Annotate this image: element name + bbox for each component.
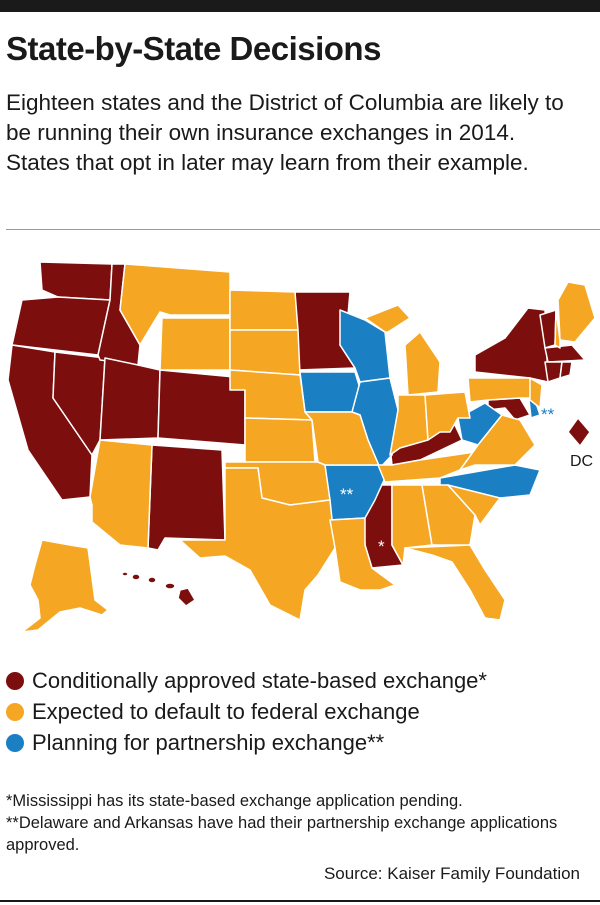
legend-item-federal: Expected to default to federal exchange [6, 696, 487, 727]
state-new-mexico [147, 444, 226, 551]
hawaii-island-niihau [121, 571, 129, 577]
state-pennsylvania [467, 377, 536, 403]
divider-rule [6, 229, 600, 230]
legend-label: Planning for partnership exchange** [32, 729, 385, 755]
state-texas [179, 467, 336, 621]
state-nevada [52, 351, 106, 456]
state-maine [557, 281, 596, 343]
headline: State-by-State Decisions [6, 30, 381, 67]
delaware-asterisk: ** [541, 405, 555, 424]
arkansas-asterisk: ** [340, 485, 354, 504]
mississippi-asterisk: * [378, 537, 385, 556]
state-oregon [11, 296, 111, 356]
state-south-carolina [447, 484, 501, 526]
legend-swatch-orange [6, 702, 24, 721]
footnote-mississippi: *Mississippi has its state-based exchang… [6, 792, 463, 810]
state-new-jersey [529, 377, 543, 409]
bottom-rule [0, 900, 600, 902]
hawaii-island-maui [164, 582, 176, 590]
state-north-dakota [229, 289, 299, 331]
state-michigan-lower [404, 331, 441, 396]
hawaii-island-kauai [131, 573, 141, 581]
us-map: * ** ** DC [7, 261, 596, 633]
state-ohio [424, 391, 471, 441]
state-montana [119, 263, 231, 346]
state-louisiana [329, 517, 396, 591]
state-michigan-upper [364, 304, 411, 333]
legend-label: Conditionally approved state-based excha… [32, 667, 487, 693]
state-alaska [21, 539, 109, 633]
state-new-hampshire [554, 309, 561, 349]
state-rhode-island [559, 361, 573, 379]
legend-swatch-red [6, 671, 24, 690]
state-wyoming [159, 317, 231, 371]
hawaii-island-oahu [147, 576, 157, 584]
dc-label: DC [570, 453, 593, 470]
legend: Conditionally approved state-based excha… [6, 665, 487, 758]
dek: Eighteen states and the District of Colu… [6, 90, 564, 175]
footnotes: *Mississippi has its state-based exchang… [6, 790, 594, 856]
footnote-partnership: **Delaware and Arkansas have had their p… [6, 814, 558, 854]
state-kansas [244, 417, 316, 463]
state-georgia [421, 484, 476, 546]
state-arizona [89, 439, 153, 549]
legend-swatch-blue [6, 733, 24, 752]
legend-label: Expected to default to federal exchange [32, 698, 420, 724]
state-washington [39, 261, 113, 301]
state-dc [567, 417, 591, 447]
state-south-dakota [229, 329, 301, 376]
state-massachusetts [544, 344, 586, 363]
legend-item-partnership: Planning for partnership exchange** [6, 727, 487, 758]
legend-item-state-based: Conditionally approved state-based excha… [6, 665, 487, 696]
top-bar [0, 0, 600, 12]
state-virginia [459, 414, 536, 471]
state-hawaii [177, 587, 196, 607]
state-new-york [474, 307, 549, 383]
state-utah [99, 357, 161, 441]
state-connecticut [544, 361, 563, 383]
state-florida [404, 544, 506, 621]
state-iowa [299, 371, 363, 413]
source-credit: Source: Kaiser Family Foundation [323, 864, 580, 883]
